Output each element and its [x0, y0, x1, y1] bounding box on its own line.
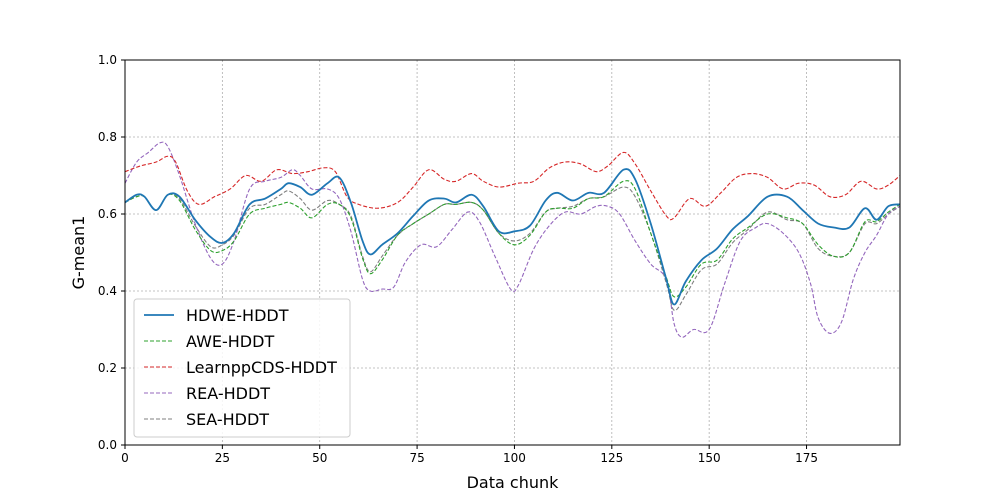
legend-label: REA-HDDT [186, 384, 270, 403]
y-tick-label: 1.0 [98, 53, 117, 67]
x-tick-label: 25 [215, 451, 230, 465]
x-tick-label: 150 [698, 451, 721, 465]
series-line-learnppcds-hddt [125, 151, 900, 221]
y-tick-label: 0.8 [98, 130, 117, 144]
ticks: 0 25 50 75 100 125 150 175 0.0 0.2 0.4 0.6 0.8 1.0 [98, 53, 818, 465]
legend-label: LearnppCDS-HDDT [186, 358, 337, 377]
x-tick-label: 50 [312, 451, 327, 465]
y-tick-label: 0.2 [98, 361, 117, 375]
y-tick-label: 0.0 [98, 438, 117, 452]
plot-frame [124, 59, 901, 446]
series-line-hdwe-hddt [125, 168, 900, 306]
legend-label: SEA-HDDT [186, 410, 269, 429]
y-tick-label: 0.4 [98, 284, 117, 298]
legend-label: HDWE-HDDT [186, 306, 289, 325]
y-axis-label: G-mean1 [69, 216, 88, 290]
series-line-awe-hddt [125, 180, 900, 298]
legend-box [133, 298, 351, 438]
legend-label: AWE-HDDT [186, 332, 274, 351]
series-line-rea-hddt [125, 141, 900, 338]
x-tick-label: 125 [600, 451, 623, 465]
x-axis-label: Data chunk [467, 473, 560, 492]
x-tick-label: 75 [409, 451, 424, 465]
x-tick-label: 0 [121, 451, 129, 465]
x-tick-label: 100 [503, 451, 526, 465]
y-tick-label: 0.6 [98, 207, 117, 221]
x-tick-label: 175 [795, 451, 818, 465]
legend: HDWE-HDDT AWE-HDDT LearnppCDS-HDDT REA-HDDT… [133, 298, 351, 438]
series-layer [125, 141, 900, 338]
